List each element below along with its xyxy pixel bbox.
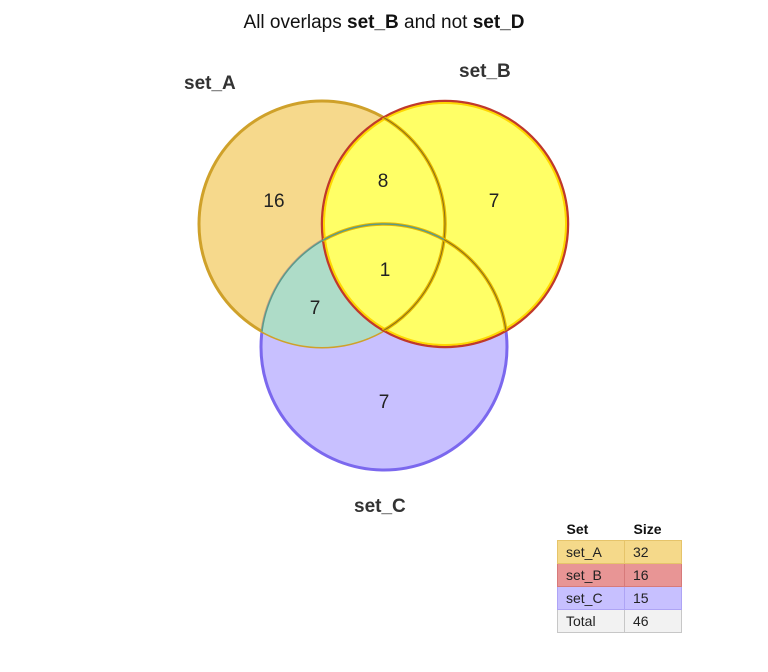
region-c-only-count: 7 <box>379 392 390 413</box>
legend-header: Set Size <box>558 518 682 541</box>
legend-set-a-name: set_A <box>557 540 625 564</box>
legend-total-value: 46 <box>624 609 682 633</box>
a-outline-core <box>322 101 446 347</box>
legend-row-set-a: set_A 32 <box>557 540 682 564</box>
chart-title: All overlaps set_B and not set_D <box>243 12 525 33</box>
legend-set-a-size: 32 <box>624 540 682 564</box>
region-abc-count: 1 <box>380 260 391 281</box>
legend-row-set-c: set_C 15 <box>557 586 682 610</box>
legend-set-c-name: set_C <box>557 586 625 610</box>
legend-set-b-size: 16 <box>624 563 682 587</box>
region-b-only-count: 7 <box>489 191 500 212</box>
legend-set-b-name: set_B <box>557 563 625 587</box>
legend-total-label: Total <box>557 609 625 633</box>
ac-boundary <box>260 223 445 347</box>
set-size-legend: Set Size set_A 32 set_B 16 set_C 15 Tota… <box>557 518 682 633</box>
set-b-inner-outline <box>323 102 567 346</box>
set-c-label: set_C <box>354 496 406 517</box>
region-ac-count: 7 <box>310 298 321 319</box>
set-a-label: set_A <box>184 73 236 94</box>
legend-row-set-b: set_B 16 <box>557 563 682 587</box>
legend-row-total: Total 46 <box>557 609 682 633</box>
region-ab-count: 8 <box>378 171 389 192</box>
legend-header-size: Size <box>633 521 662 537</box>
legend-set-c-size: 15 <box>624 586 682 610</box>
ac-overlap-region <box>261 224 445 347</box>
set-b-label: set_B <box>459 61 511 82</box>
region-a-only-count: 16 <box>263 191 284 212</box>
legend-header-set: Set <box>566 521 589 537</box>
